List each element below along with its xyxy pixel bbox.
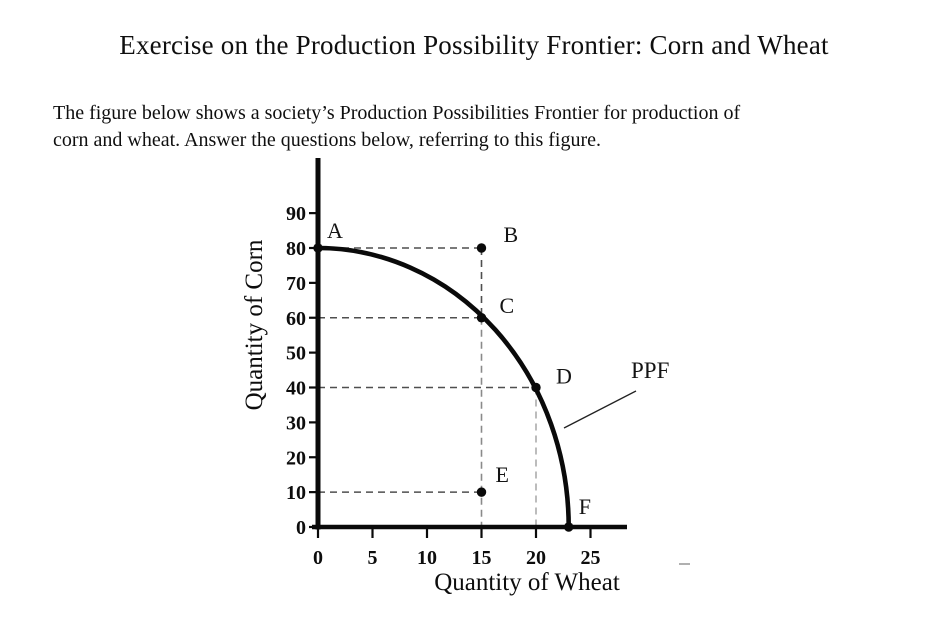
data-point-B bbox=[476, 243, 487, 253]
intro-text: The figure below shows a society’s Produ… bbox=[53, 100, 913, 153]
x-axis-tick-label-15: 15 bbox=[472, 547, 492, 569]
point-label-E: E bbox=[496, 462, 509, 487]
x-axis-tick-label-25: 25 bbox=[581, 547, 601, 569]
data-point-C bbox=[476, 313, 487, 323]
intro-line-2: corn and wheat. Answer the questions bel… bbox=[53, 128, 601, 151]
point-label-F: F bbox=[579, 494, 591, 519]
y-axis-tick-label-0: 0 bbox=[296, 517, 306, 539]
y-axis-tick-label-90: 90 bbox=[286, 203, 306, 225]
data-point-A bbox=[313, 243, 323, 253]
y-axis-tick-label-80: 80 bbox=[286, 238, 306, 260]
y-axis-tick-label-70: 70 bbox=[286, 273, 306, 295]
y-axis-tick-label-50: 50 bbox=[286, 343, 306, 365]
ppf-annotation-label: PPF bbox=[631, 358, 669, 383]
point-label-A: A bbox=[327, 218, 343, 243]
intro-line-1: The figure below shows a society’s Produ… bbox=[53, 102, 741, 124]
data-point-F bbox=[564, 522, 574, 532]
x-axis-tick-label-20: 20 bbox=[526, 547, 546, 569]
y-axis-tick-label-30: 30 bbox=[286, 412, 306, 434]
x-axis-title: Quantity of Wheat bbox=[434, 569, 620, 596]
data-point-D bbox=[531, 382, 541, 393]
ppf-leader-line bbox=[563, 390, 637, 429]
y-axis-tick-label-10: 10 bbox=[286, 482, 306, 504]
y-axis-tick-label-20: 20 bbox=[286, 447, 306, 469]
ppf-curve bbox=[317, 245, 571, 528]
point-label-D: D bbox=[556, 364, 572, 389]
page-title: Exercise on the Production Possibility F… bbox=[119, 30, 829, 60]
point-label-C: C bbox=[500, 293, 515, 318]
x-axis-tick-label-0: 0 bbox=[313, 547, 323, 569]
data-point-E bbox=[476, 487, 487, 497]
y-axis-title: Quantity of Corn bbox=[241, 239, 268, 410]
point-label-B: B bbox=[504, 222, 519, 247]
x-axis-tick-label-5: 5 bbox=[368, 547, 378, 569]
stray-mark bbox=[679, 563, 690, 565]
x-axis-tick-label-10: 10 bbox=[417, 547, 437, 569]
y-axis-tick-label-40: 40 bbox=[286, 378, 306, 400]
y-axis-tick-label-60: 60 bbox=[286, 308, 306, 330]
